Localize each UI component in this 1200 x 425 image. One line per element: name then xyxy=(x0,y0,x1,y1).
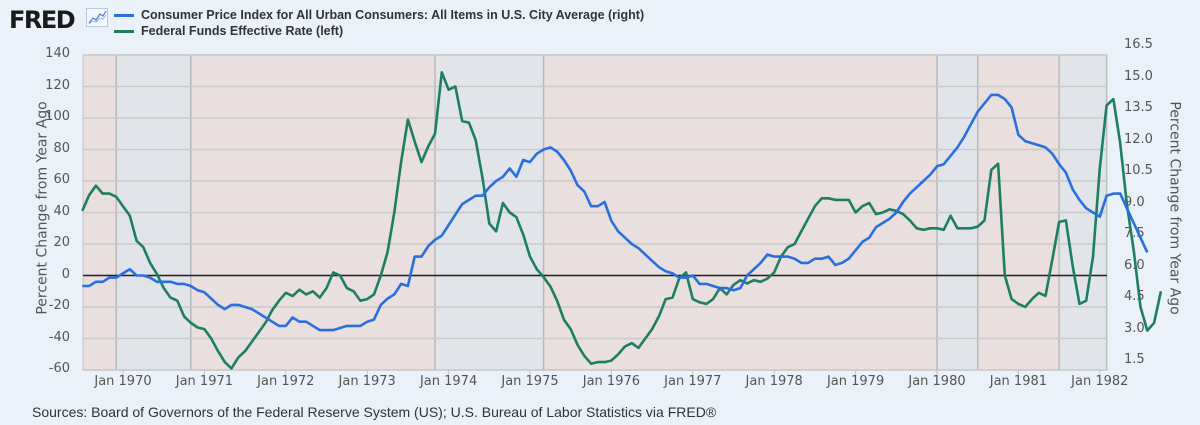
legend-label-cpi: Consumer Price Index for All Urban Consu… xyxy=(141,8,645,22)
x-tick-label: Jan 1970 xyxy=(94,374,152,389)
x-tick-label: Jan 1978 xyxy=(745,374,803,389)
y-tick-right: 9.0 xyxy=(1124,194,1145,210)
y-tick-right: 10.5 xyxy=(1124,163,1153,178)
line-chart-icon xyxy=(86,8,108,27)
chart-header: FRED Consumer Price Index for All Urban … xyxy=(0,0,1200,45)
y-tick-right: 3.0 xyxy=(1124,320,1145,336)
y-tick-left: -20 xyxy=(48,298,70,313)
cpi-line xyxy=(82,93,1149,332)
y-tick-left: 60 xyxy=(53,172,70,187)
fred-logo[interactable]: FRED xyxy=(9,6,76,34)
legend-item-fedfunds[interactable]: Federal Funds Effective Rate (left) xyxy=(114,23,644,39)
y-tick-left: 120 xyxy=(45,77,70,93)
legend-swatch-cpi xyxy=(114,13,134,17)
y-tick-right: 13.5 xyxy=(1124,100,1153,115)
legend-label-fedfunds: Federal Funds Effective Rate (left) xyxy=(141,24,344,38)
x-tick-label: Jan 1973 xyxy=(338,374,396,389)
x-tick-label: Jan 1974 xyxy=(419,374,478,389)
y-tick-left: -40 xyxy=(48,329,70,345)
y-tick-left: 40 xyxy=(53,203,70,219)
y-tick-right: 12.0 xyxy=(1124,131,1153,147)
chart-legend: Consumer Price Index for All Urban Consu… xyxy=(114,7,644,39)
y-tick-left: 100 xyxy=(45,109,70,124)
y-tick-left: 20 xyxy=(53,235,70,250)
y-tick-right: 16.5 xyxy=(1124,37,1153,52)
x-tick-label: Jan 1977 xyxy=(664,374,722,389)
y-tick-left: 80 xyxy=(53,140,70,156)
x-tick-label: Jan 1982 xyxy=(1071,374,1129,389)
x-tick-label: Jan 1976 xyxy=(582,374,641,389)
x-tick-label: Jan 1971 xyxy=(175,374,234,389)
y-tick-left: 0 xyxy=(61,266,70,282)
x-tick-label: Jan 1972 xyxy=(257,374,315,389)
x-tick-label: Jan 1980 xyxy=(908,374,966,389)
y-tick-left: -60 xyxy=(48,361,70,376)
legend-swatch-fedfunds xyxy=(114,29,134,33)
y-tick-right: 15.0 xyxy=(1124,68,1153,84)
y-tick-left: 140 xyxy=(45,46,70,61)
fedfunds-line xyxy=(81,71,1163,370)
source-note: Sources: Board of Governors of the Feder… xyxy=(32,404,717,420)
x-tick-label: Jan 1975 xyxy=(501,374,559,389)
plot-border xyxy=(82,54,1108,371)
x-tick-label: Jan 1979 xyxy=(826,374,885,389)
y-tick-right: 1.5 xyxy=(1124,352,1145,367)
x-tick-label: Jan 1981 xyxy=(989,374,1048,389)
legend-item-cpi[interactable]: Consumer Price Index for All Urban Consu… xyxy=(114,7,644,23)
